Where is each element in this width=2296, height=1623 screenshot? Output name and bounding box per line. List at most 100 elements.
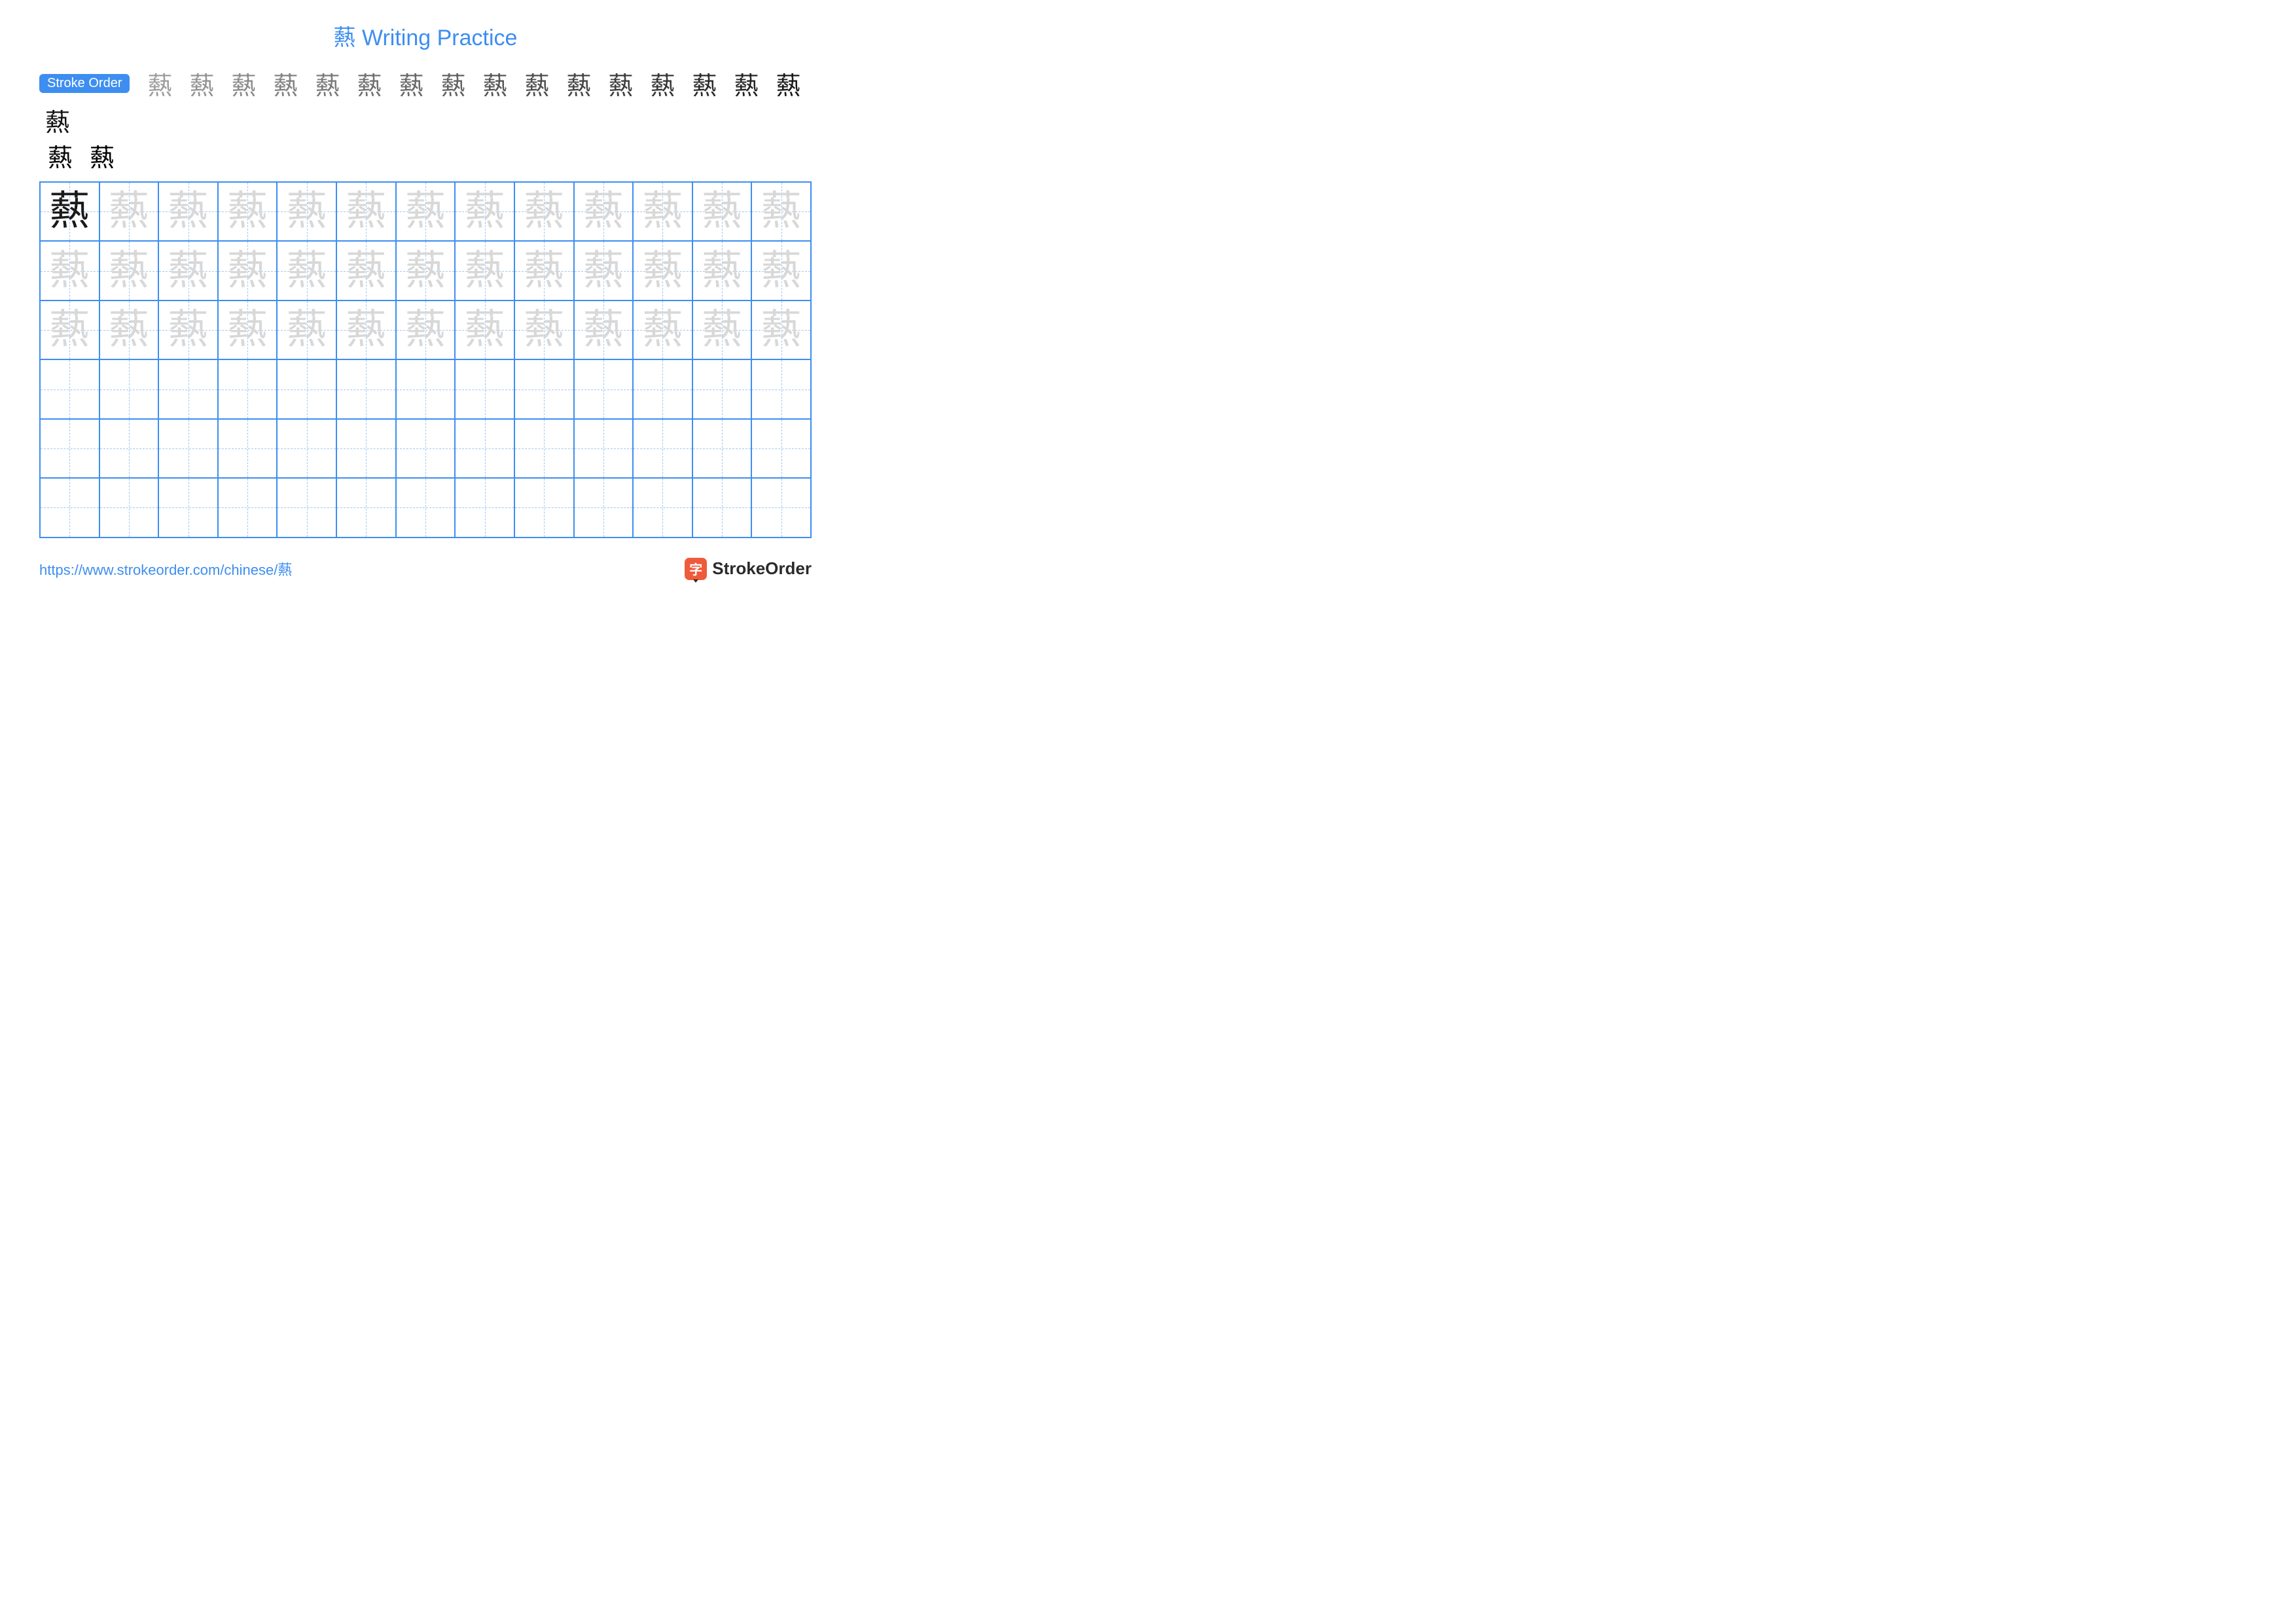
grid-cell: 爇 xyxy=(40,241,99,300)
grid-cell: 爇 xyxy=(514,301,574,359)
grid-cell xyxy=(751,419,811,478)
grid-cell xyxy=(514,359,574,418)
grid-cell xyxy=(336,359,396,418)
page-title: 爇 Writing Practice xyxy=(39,20,812,52)
grid-cell: 爇 xyxy=(158,301,218,359)
practice-character: 爇 xyxy=(583,191,624,232)
stroke-step: 爇 xyxy=(644,67,681,99)
grid-cell xyxy=(692,478,752,537)
grid-cell xyxy=(277,359,336,418)
stroke-step: 爇 xyxy=(351,67,387,99)
practice-character: 爇 xyxy=(405,251,446,291)
grid-cell: 爇 xyxy=(40,182,99,241)
stroke-step: 爇 xyxy=(267,67,304,99)
grid-cell: 爇 xyxy=(99,241,159,300)
stroke-step: 爇 xyxy=(476,67,513,99)
grid-cell xyxy=(396,478,456,537)
grid-cell xyxy=(277,478,336,537)
practice-character: 爇 xyxy=(346,191,386,232)
grid-cell: 爇 xyxy=(158,182,218,241)
practice-character: 爇 xyxy=(761,310,802,350)
stroke-step: 爇 xyxy=(42,139,79,171)
practice-character: 爇 xyxy=(346,310,386,350)
grid-cell: 爇 xyxy=(99,182,159,241)
grid-cell xyxy=(633,478,692,537)
stroke-step: 爇 xyxy=(770,67,806,99)
grid-cell: 爇 xyxy=(336,241,396,300)
practice-character: 爇 xyxy=(405,191,446,232)
grid-cell: 爇 xyxy=(158,241,218,300)
grid-cell xyxy=(218,359,278,418)
practice-character: 爇 xyxy=(702,251,742,291)
stroke-order-badge: Stroke Order xyxy=(39,74,130,93)
brand-icon: 字 xyxy=(685,558,707,580)
grid-cell: 爇 xyxy=(336,301,396,359)
practice-character: 爇 xyxy=(405,310,446,350)
grid-cell xyxy=(396,419,456,478)
stroke-step: 爇 xyxy=(518,67,555,99)
grid-cell xyxy=(99,478,159,537)
practice-character: 爇 xyxy=(227,251,268,291)
grid-cell: 爇 xyxy=(692,241,752,300)
grid-cell xyxy=(158,478,218,537)
grid-cell: 爇 xyxy=(633,301,692,359)
grid-cell xyxy=(336,478,396,537)
grid-cell: 爇 xyxy=(455,301,514,359)
practice-character: 爇 xyxy=(49,310,90,350)
grid-cell xyxy=(633,419,692,478)
grid-cell xyxy=(633,359,692,418)
grid-cell: 爇 xyxy=(40,301,99,359)
grid-cell xyxy=(751,478,811,537)
stroke-step: 爇 xyxy=(435,67,471,99)
grid-cell xyxy=(40,419,99,478)
stroke-order-row-1: Stroke Order 爇爇爇爇爇爇爇爇爇爇爇爇爇爇爇爇爇 xyxy=(39,67,812,136)
grid-cell: 爇 xyxy=(751,301,811,359)
grid-cell: 爇 xyxy=(396,301,456,359)
stroke-step: 爇 xyxy=(393,67,429,99)
grid-cell: 爇 xyxy=(692,182,752,241)
grid-cell xyxy=(692,419,752,478)
brand-name: StrokeOrder xyxy=(712,558,812,579)
grid-cell: 爇 xyxy=(277,241,336,300)
grid-cell: 爇 xyxy=(574,301,634,359)
practice-character: 爇 xyxy=(49,251,90,291)
stroke-step: 爇 xyxy=(39,104,76,136)
grid-cell xyxy=(396,359,456,418)
grid-cell xyxy=(751,359,811,418)
grid-cell xyxy=(574,359,634,418)
practice-character: 爇 xyxy=(109,251,149,291)
grid-cell xyxy=(40,478,99,537)
practice-character: 爇 xyxy=(524,310,564,350)
grid-cell xyxy=(692,359,752,418)
grid-cell xyxy=(574,419,634,478)
stroke-order-row-2: 爇爇 xyxy=(39,139,812,171)
practice-character: 爇 xyxy=(287,251,327,291)
grid-cell: 爇 xyxy=(455,182,514,241)
grid-cell: 爇 xyxy=(751,182,811,241)
stroke-step: 爇 xyxy=(309,67,346,99)
grid-cell: 爇 xyxy=(218,182,278,241)
stroke-step: 爇 xyxy=(728,67,764,99)
practice-character: 爇 xyxy=(168,251,209,291)
grid-cell: 爇 xyxy=(99,301,159,359)
practice-grid: 爇爇爇爇爇爇爇爇爇爇爇爇爇爇爇爇爇爇爇爇爇爇爇爇爇爇爇爇爇爇爇爇爇爇爇爇爇爇爇 xyxy=(39,181,812,538)
stroke-step: 爇 xyxy=(183,67,220,99)
practice-character: 爇 xyxy=(761,251,802,291)
stroke-step: 爇 xyxy=(225,67,262,99)
grid-cell: 爇 xyxy=(514,241,574,300)
grid-cell xyxy=(218,478,278,537)
grid-cell: 爇 xyxy=(574,241,634,300)
footer: https://www.strokeorder.com/chinese/爇 字 … xyxy=(39,558,812,580)
brand: 字 StrokeOrder xyxy=(685,558,812,580)
grid-cell: 爇 xyxy=(574,182,634,241)
practice-character: 爇 xyxy=(642,251,683,291)
source-url[interactable]: https://www.strokeorder.com/chinese/爇 xyxy=(39,558,292,579)
practice-character: 爇 xyxy=(524,251,564,291)
grid-cell: 爇 xyxy=(751,241,811,300)
grid-cell: 爇 xyxy=(218,301,278,359)
practice-character: 爇 xyxy=(346,251,386,291)
grid-cell: 爇 xyxy=(218,241,278,300)
practice-character: 爇 xyxy=(642,191,683,232)
practice-character: 爇 xyxy=(583,310,624,350)
grid-cell: 爇 xyxy=(692,301,752,359)
